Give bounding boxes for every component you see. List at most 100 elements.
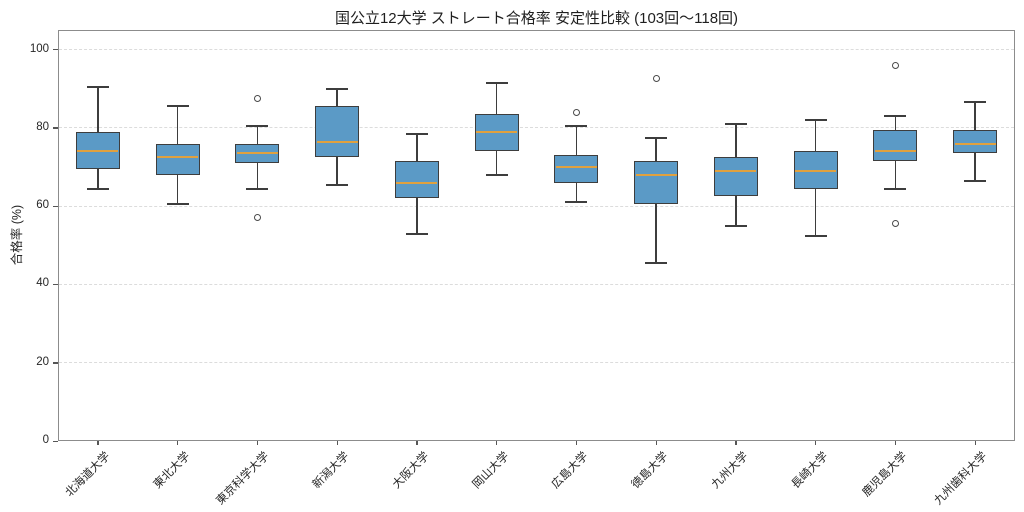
x-tick-mark bbox=[894, 441, 897, 445]
median-line bbox=[555, 166, 597, 168]
box bbox=[315, 106, 360, 158]
upper-whisker bbox=[575, 125, 578, 156]
plot-area bbox=[58, 30, 1015, 441]
max-cap bbox=[964, 101, 987, 104]
min-cap bbox=[724, 224, 747, 227]
lower-whisker bbox=[814, 188, 817, 236]
lower-whisker bbox=[894, 161, 897, 189]
y-tick-label: 60 bbox=[36, 199, 49, 212]
lower-whisker bbox=[176, 174, 179, 205]
max-cap bbox=[166, 105, 189, 108]
median-line bbox=[635, 173, 677, 176]
y-tick-label: 80 bbox=[36, 120, 49, 133]
y-tick-label: 100 bbox=[29, 42, 49, 55]
gridline bbox=[59, 362, 1014, 364]
x-tick-mark bbox=[256, 441, 259, 445]
box bbox=[634, 161, 679, 205]
outlier-point bbox=[652, 75, 660, 83]
y-tick-mark bbox=[53, 49, 58, 51]
lower-whisker bbox=[575, 182, 578, 203]
upper-whisker bbox=[974, 102, 976, 130]
median-line bbox=[77, 150, 119, 153]
outlier-point bbox=[253, 214, 261, 222]
x-tick-mark bbox=[974, 441, 976, 445]
median-line bbox=[795, 169, 837, 172]
lower-whisker bbox=[416, 198, 418, 234]
x-tick-mark bbox=[735, 441, 737, 445]
upper-whisker bbox=[97, 86, 99, 132]
max-cap bbox=[565, 124, 588, 127]
gridline bbox=[59, 127, 1014, 129]
gridline bbox=[59, 283, 1014, 285]
lower-whisker bbox=[655, 204, 657, 263]
lower-whisker bbox=[974, 153, 976, 181]
min-cap bbox=[326, 183, 349, 186]
upper-whisker bbox=[735, 123, 737, 158]
x-tick-mark bbox=[97, 441, 99, 445]
outlier-point bbox=[572, 108, 580, 116]
box bbox=[155, 143, 200, 175]
median-line bbox=[157, 156, 199, 159]
x-tick-mark bbox=[416, 441, 418, 445]
min-cap bbox=[166, 203, 189, 206]
y-tick-mark bbox=[53, 283, 58, 286]
y-tick-label: 40 bbox=[36, 277, 49, 290]
median-line bbox=[316, 140, 358, 143]
upper-whisker bbox=[495, 82, 498, 115]
x-tick-mark bbox=[177, 441, 179, 445]
min-cap bbox=[246, 187, 269, 190]
upper-whisker bbox=[416, 133, 418, 162]
upper-whisker bbox=[894, 116, 897, 130]
min-cap bbox=[884, 187, 907, 190]
upper-whisker bbox=[336, 88, 338, 107]
lower-whisker bbox=[97, 168, 99, 189]
max-cap bbox=[804, 119, 827, 122]
max-cap bbox=[645, 136, 668, 139]
outlier-point bbox=[891, 220, 899, 228]
box bbox=[394, 161, 439, 199]
x-tick-mark bbox=[655, 441, 657, 445]
x-tick-mark bbox=[496, 441, 498, 445]
y-axis-label: 合格率 (%) bbox=[10, 204, 24, 266]
outlier-point bbox=[253, 95, 261, 102]
chart-title: 国公立12大学 ストレート合格率 安定性比較 (103回〜118回) bbox=[334, 10, 739, 27]
max-cap bbox=[485, 81, 508, 84]
box bbox=[953, 129, 998, 154]
x-tick-label: 北海道大学 bbox=[63, 450, 113, 500]
median-line bbox=[476, 130, 518, 133]
y-tick-label: 0 bbox=[42, 434, 49, 446]
y-tick-label: 20 bbox=[36, 355, 49, 368]
min-cap bbox=[405, 232, 428, 235]
y-tick-mark bbox=[53, 362, 58, 364]
upper-whisker bbox=[814, 120, 817, 152]
y-tick-mark bbox=[53, 205, 58, 207]
upper-whisker bbox=[176, 106, 179, 144]
min-cap bbox=[86, 187, 109, 190]
lower-whisker bbox=[256, 163, 259, 189]
max-cap bbox=[405, 132, 428, 135]
max-cap bbox=[884, 115, 907, 118]
max-cap bbox=[724, 122, 747, 125]
outlier-point bbox=[891, 61, 899, 69]
min-cap bbox=[485, 173, 508, 176]
box bbox=[713, 157, 758, 197]
min-cap bbox=[565, 201, 588, 204]
lower-whisker bbox=[336, 157, 338, 185]
min-cap bbox=[804, 234, 827, 237]
x-tick-mark bbox=[575, 441, 578, 445]
gridline bbox=[59, 49, 1014, 51]
x-tick-mark bbox=[815, 441, 817, 445]
median-line bbox=[954, 142, 996, 145]
box bbox=[554, 155, 599, 183]
max-cap bbox=[246, 124, 269, 127]
median-line bbox=[236, 152, 278, 155]
lower-whisker bbox=[495, 151, 498, 175]
y-tick-mark bbox=[53, 440, 58, 442]
y-tick-mark bbox=[53, 127, 58, 129]
max-cap bbox=[86, 85, 109, 88]
min-cap bbox=[645, 261, 668, 264]
box bbox=[873, 129, 918, 162]
lower-whisker bbox=[735, 196, 737, 226]
gridline bbox=[59, 205, 1014, 207]
